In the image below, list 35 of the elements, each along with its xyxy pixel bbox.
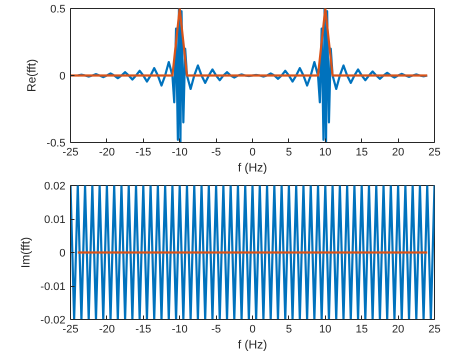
x-tick-label: 0 [249,146,256,158]
y-tick-label: -0.5 [46,138,66,150]
y-tick-label: -0.02 [40,314,66,326]
y-axis-title: Re(fft) [24,58,39,92]
x-tick-label: -20 [98,146,115,158]
x-tick-label: -25 [62,146,78,158]
x-tick-label: 5 [286,324,292,336]
x-tick-label: 20 [392,146,404,158]
x-tick-label: 10 [319,146,332,158]
x-tick-label: 15 [356,324,368,336]
x-tick-label: 20 [392,324,404,336]
x-axis-title: f (Hz) [238,160,268,174]
x-tick-label: 5 [286,146,292,158]
y-tick-label: 0 [59,248,66,260]
x-tick-label: 10 [319,324,332,336]
x-tick-label: -10 [172,146,188,158]
y-axis-title: Im(fft) [18,236,32,268]
y-tick-label: 0.02 [44,180,66,192]
x-tick-label: 25 [428,146,441,158]
x-tick-label: 0 [249,324,256,336]
x-tick-label: -5 [211,146,221,158]
x-tick-label: -25 [62,324,78,336]
x-tick-label: -15 [135,324,152,336]
x-tick-label: 15 [356,146,368,158]
x-tick-label: -5 [211,324,221,336]
line-series [76,8,428,142]
y-tick-label: 0.5 [50,4,66,16]
x-axis-title: f (Hz) [238,338,268,352]
x-tick-label: -20 [98,324,115,336]
x-tick-label: -10 [172,324,188,336]
x-tick-label: 25 [428,324,441,336]
x-tick-label: -15 [135,146,152,158]
y-tick-label: -0.01 [40,281,66,293]
y-tick-label: 0.01 [44,214,66,226]
y-tick-label: 0 [59,70,66,82]
